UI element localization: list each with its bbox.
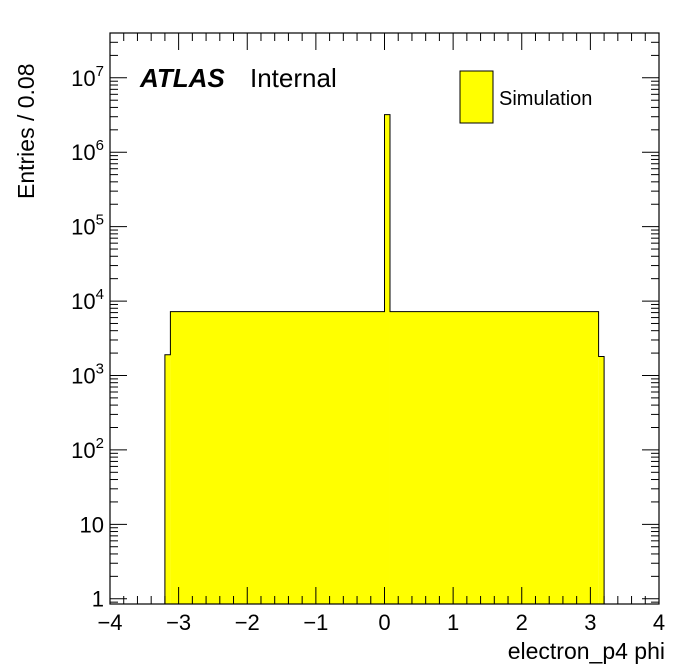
- x-axis-ticks: −4 −3 −2 −1 0 1 2 3 4: [97, 33, 665, 635]
- x-tick-label: −1: [303, 610, 328, 635]
- legend: Simulation: [459, 70, 592, 124]
- x-tick-label: −4: [97, 610, 122, 635]
- y-tick-label: 106: [71, 137, 104, 165]
- y-tick-label: 104: [71, 286, 104, 314]
- y-tick-label: 107: [71, 63, 104, 91]
- histogram-bar-2: [384, 114, 390, 605]
- histogram-outline: [164, 114, 605, 604]
- histogram-bar-0: [164, 354, 171, 604]
- y-tick-label: 102: [71, 435, 104, 463]
- y-tick-label: 1: [92, 587, 104, 612]
- y-tick-label: 10: [80, 512, 104, 537]
- x-tick-label: 4: [653, 610, 665, 635]
- x-tick-label: 1: [447, 610, 459, 635]
- y-axis-title: Entries / 0.08: [13, 63, 39, 199]
- x-tick-label: 2: [516, 610, 528, 635]
- atlas-label: ATLAS: [139, 63, 225, 93]
- plot-frame: [109, 32, 660, 605]
- x-tick-label: −3: [166, 610, 191, 635]
- legend-swatch: [459, 70, 494, 124]
- histogram-bar-3: [389, 311, 599, 604]
- histogram-bars: [164, 114, 605, 605]
- x-axis-title: electron_p4 phi: [508, 638, 665, 664]
- y-axis-ticks: 1 10 102 103 104 105 106 107: [71, 32, 659, 612]
- x-tick-label: −2: [235, 610, 260, 635]
- histogram-bar-4: [598, 356, 605, 604]
- x-tick-label: 3: [584, 610, 596, 635]
- histogram-bar-1: [170, 311, 385, 604]
- y-tick-label: 105: [71, 212, 104, 240]
- internal-label: Internal: [250, 63, 337, 93]
- y-tick-label: 103: [71, 360, 104, 388]
- legend-entry-simulation: Simulation: [499, 88, 592, 110]
- x-tick-label: 0: [378, 610, 390, 635]
